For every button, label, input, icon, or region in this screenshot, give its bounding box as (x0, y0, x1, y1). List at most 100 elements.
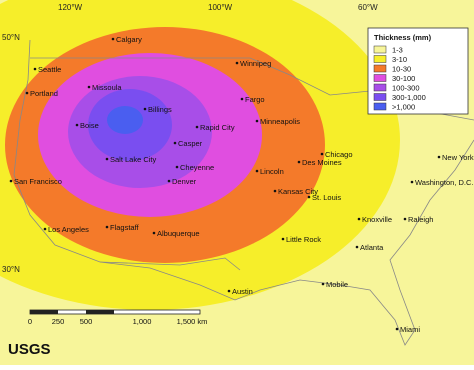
city-label: Knoxville (362, 215, 392, 224)
city-dot (111, 37, 115, 41)
city-dot (321, 282, 325, 286)
legend-label: 100-300 (392, 84, 420, 93)
legend-label: 10-30 (392, 65, 411, 74)
city-dot (255, 169, 259, 173)
city-dot (307, 195, 311, 199)
city-label: Casper (178, 139, 203, 148)
city-label: Seattle (38, 65, 61, 74)
city-dot (320, 152, 324, 156)
city-label: Salt Lake City (110, 155, 157, 164)
city-label: Raleigh (408, 215, 433, 224)
city-label: Cheyenne (180, 163, 214, 172)
city-dot (175, 165, 179, 169)
scale-bar: 0 250 500 1,000 1,500 km (28, 309, 208, 326)
city-label: Flagstaff (110, 223, 140, 232)
city-dot (355, 245, 359, 249)
city-label: Kansas City (278, 187, 318, 196)
city-dot (173, 141, 177, 145)
city-dot (25, 91, 29, 95)
city-dot (410, 180, 414, 184)
scale-bar-segment (86, 310, 114, 314)
ash-zone (107, 106, 143, 134)
graticule-label: 30°N (2, 265, 20, 274)
city-label: Winnipeg (240, 59, 271, 68)
city-label: Calgary (116, 35, 142, 44)
city-label: Portland (30, 89, 58, 98)
legend-swatch (373, 102, 387, 111)
city-label: Little Rock (286, 235, 321, 244)
city-dot (195, 125, 199, 129)
city-label: Miami (400, 325, 420, 334)
city-dot (395, 327, 399, 331)
scale-bar-segment (30, 310, 58, 314)
city-dot (255, 119, 259, 123)
legend-swatch (373, 83, 387, 92)
city-label: San Francisco (14, 177, 62, 186)
ash-zones (0, 0, 400, 310)
legend-label: 30-100 (392, 74, 415, 83)
city-label: Fargo (245, 95, 265, 104)
graticule-label: 50°N (2, 33, 20, 42)
legend-label: 300-1,000 (392, 93, 426, 102)
city-label: Des Moines (302, 158, 342, 167)
city-dot (75, 123, 79, 127)
city-dot (105, 225, 109, 229)
city-dot (357, 217, 361, 221)
graticule-label: 100°W (208, 3, 233, 12)
city-dot (227, 289, 231, 293)
graticule-label: 120°W (58, 3, 83, 12)
city-dot (105, 157, 109, 161)
city-dot (143, 107, 147, 111)
scale-label: 1,500 km (177, 317, 208, 326)
city-dot (273, 189, 277, 193)
city-label: Albuquerque (157, 229, 200, 238)
city-dot (167, 179, 171, 183)
city-label: Atlanta (360, 243, 384, 252)
city-label: St. Louis (312, 193, 341, 202)
legend: Thickness (mm) 1-33-1010-3030-100100-300… (367, 27, 469, 115)
legend-swatch (373, 93, 387, 101)
city-label: Los Angeles (48, 225, 89, 234)
city-label: Chicago (325, 150, 353, 159)
scale-labels: 0 250 500 1,000 1,500 km (28, 317, 208, 326)
graticule-label: 60°W (358, 3, 378, 12)
city-label: Boise (80, 121, 99, 130)
city-dot (43, 227, 47, 231)
city-dot (281, 237, 285, 241)
city-label: Rapid City (200, 123, 235, 132)
legend-swatch (373, 64, 387, 73)
legend-swatch (373, 55, 387, 63)
city-label: Missoula (92, 83, 122, 92)
scale-label: 1,000 (133, 317, 152, 326)
legend-swatch (373, 74, 387, 82)
scale-label: 0 (28, 317, 32, 326)
city-label: Minneapolis (260, 117, 300, 126)
city-label: Mobile (326, 280, 348, 289)
city-label: New York (442, 153, 474, 162)
city-dot (9, 179, 13, 183)
city-dot (297, 160, 301, 164)
legend-label: 3-10 (392, 55, 407, 64)
city-label: Lincoln (260, 167, 284, 176)
legend-label: 1-3 (392, 46, 403, 55)
city-dot (152, 231, 156, 235)
city-label: Austin (232, 287, 253, 296)
city-label: Denver (172, 177, 197, 186)
scale-label: 500 (80, 317, 93, 326)
legend-swatch (373, 45, 387, 54)
legend-label: >1,000 (392, 103, 415, 112)
border (99, 257, 241, 271)
city-label: Washington, D.C. (415, 178, 474, 187)
city-dot (33, 67, 37, 71)
city-dot (403, 217, 407, 221)
legend-title: Thickness (mm) (374, 33, 432, 42)
city-dot (240, 97, 244, 101)
city-dot (87, 85, 91, 89)
city-dot (437, 155, 441, 159)
city-dot (235, 61, 239, 65)
scale-label: 250 (52, 317, 65, 326)
coastline (13, 39, 474, 346)
city-label: Billings (148, 105, 172, 114)
